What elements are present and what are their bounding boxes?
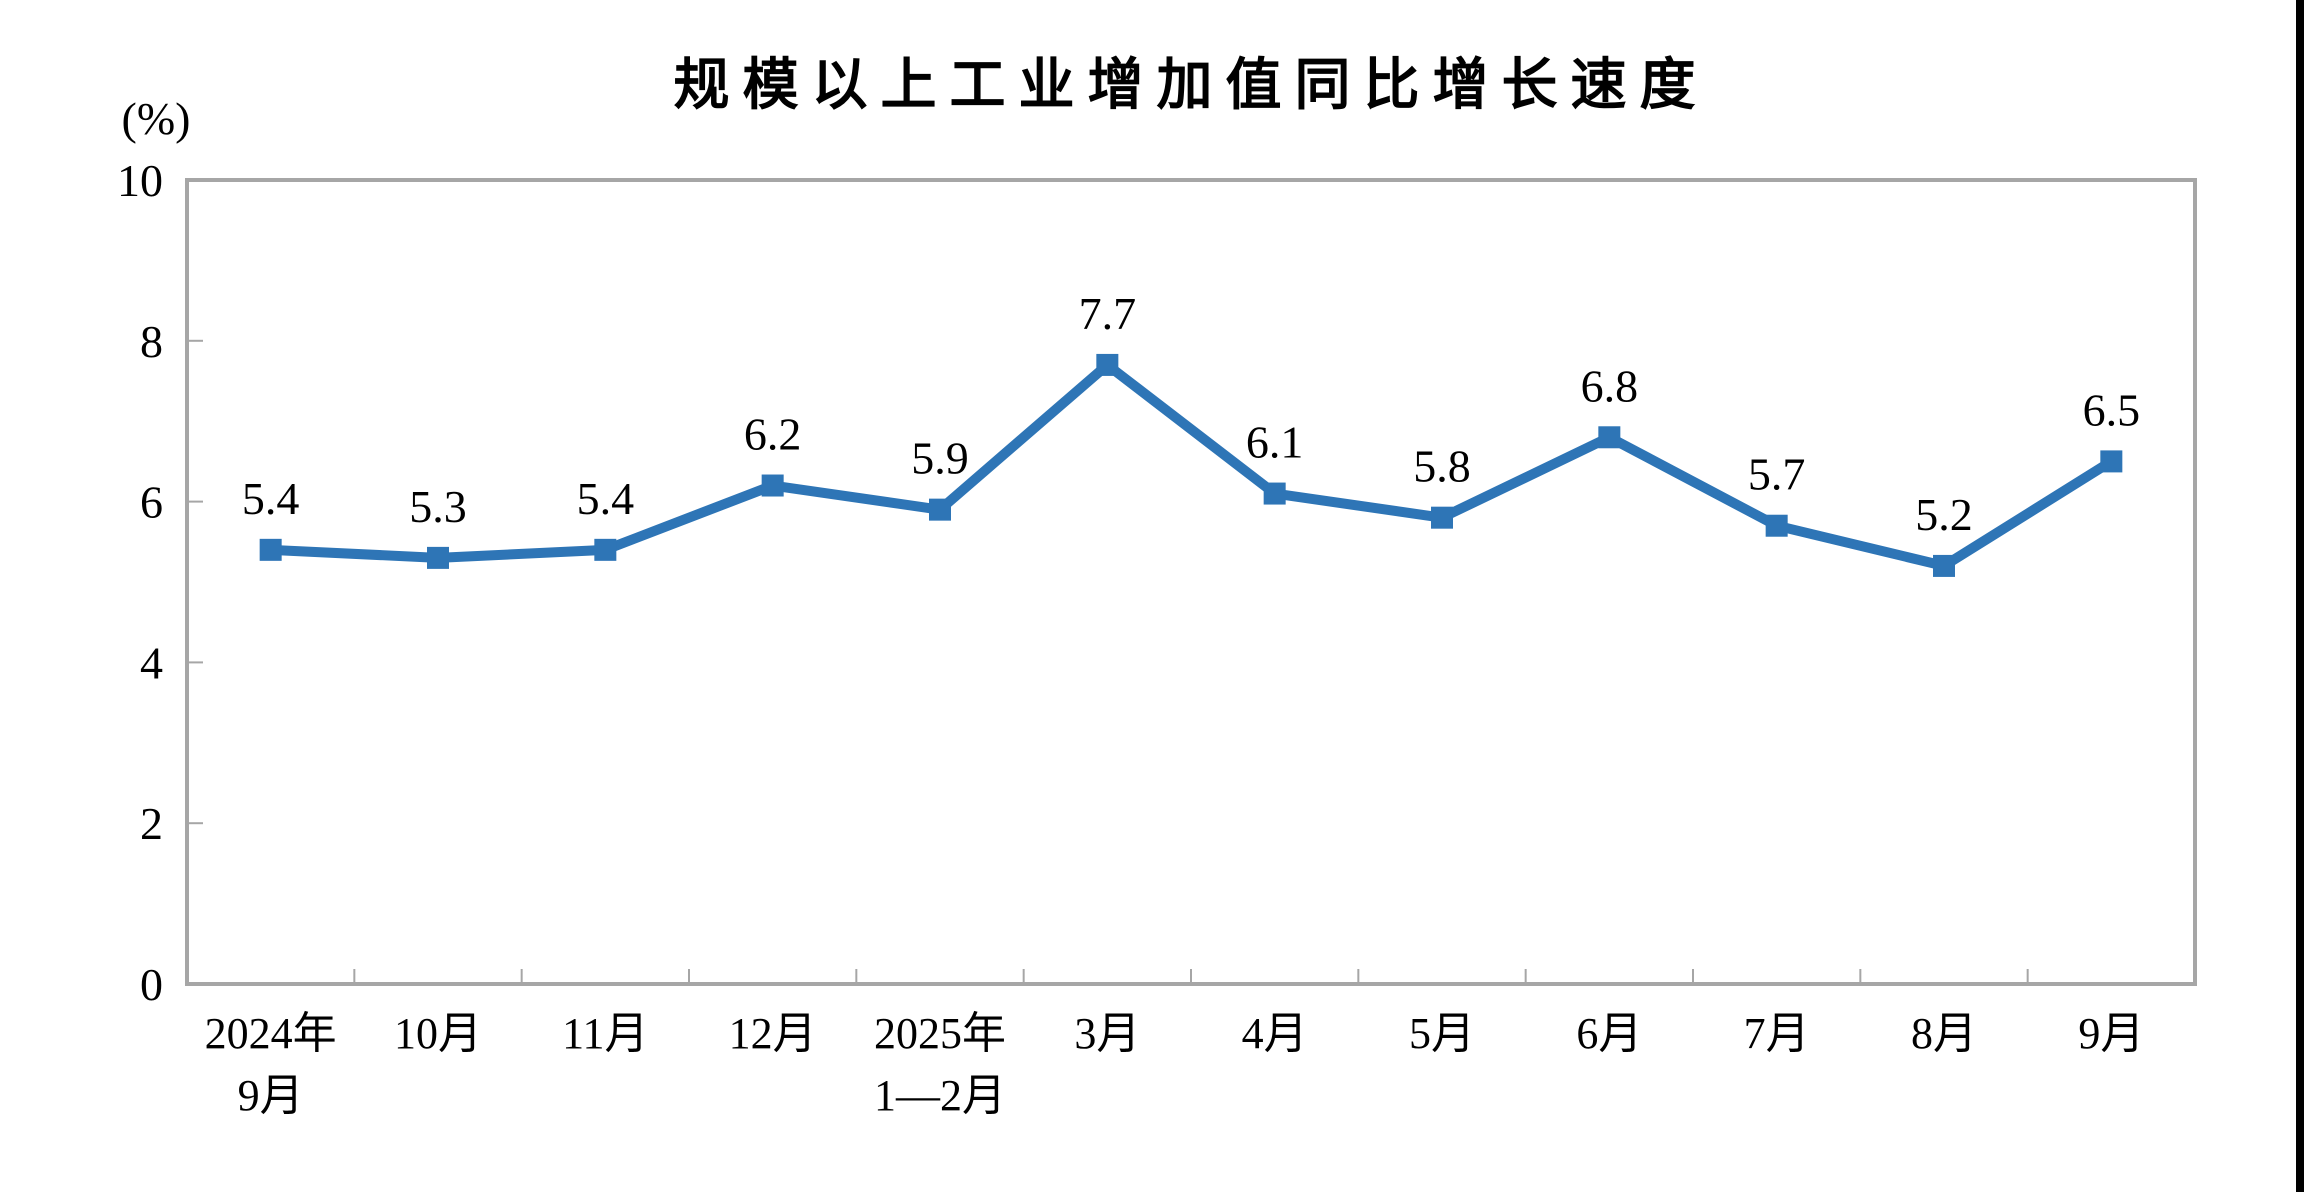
x-axis-category-label: 3月	[1074, 1009, 1140, 1058]
y-axis-tick-label: 2	[140, 798, 163, 849]
data-point-marker	[1431, 506, 1453, 529]
x-axis-category-label: 10月	[394, 1009, 482, 1058]
data-point-marker	[594, 538, 617, 561]
x-axis-category-label: 7月	[1744, 1009, 1810, 1058]
y-axis-tick-label: 4	[140, 637, 163, 688]
data-point-marker	[427, 546, 449, 569]
data-point-marker	[1933, 554, 1955, 577]
data-point-marker	[1263, 482, 1286, 505]
data-point-label: 5.9	[911, 433, 969, 484]
data-point-label: 5.3	[409, 481, 467, 532]
data-point-label: 5.4	[242, 473, 300, 524]
data-point-label: 7.7	[1079, 288, 1137, 339]
data-point-marker	[761, 474, 784, 497]
data-point-label: 5.4	[577, 473, 635, 524]
chart-title: 规模以上工业增加值同比增长速度	[673, 53, 1709, 116]
x-axis-category-label: 9月	[2078, 1009, 2144, 1058]
y-axis-tick-label: 6	[140, 477, 163, 528]
y-axis-unit-label: (%)	[121, 93, 191, 144]
y-axis-tick-label: 0	[140, 959, 163, 1010]
window-right-edge-bar	[2296, 0, 2304, 1192]
data-point-marker	[1096, 353, 1119, 376]
data-point-marker	[1598, 426, 1621, 449]
x-axis-category-label: 9月	[238, 1071, 304, 1120]
data-point-marker	[259, 538, 282, 561]
x-axis-category-label: 2024年	[205, 1009, 337, 1058]
x-axis-category-label: 11月	[562, 1009, 648, 1058]
x-axis-category-label: 1—2月	[874, 1071, 1006, 1120]
y-axis-tick-label: 10	[117, 155, 163, 206]
data-point-marker	[929, 498, 951, 521]
x-axis-category-label: 2025年	[874, 1009, 1006, 1058]
data-point-label: 6.8	[1581, 360, 1639, 411]
data-point-marker	[1765, 514, 1788, 537]
x-axis-category-label: 6月	[1576, 1009, 1642, 1058]
data-point-label: 6.5	[2083, 384, 2141, 435]
data-point-label: 6.2	[744, 409, 802, 460]
plot-area-border	[185, 178, 2197, 986]
y-axis-tick-label: 8	[140, 316, 163, 367]
data-point-label: 5.7	[1748, 449, 1806, 500]
data-point-label: 5.8	[1413, 441, 1471, 492]
data-line	[265, 359, 2117, 571]
x-axis-category-label: 12月	[729, 1009, 817, 1058]
x-axis-category-label: 8月	[1911, 1009, 1977, 1058]
x-axis-category-label: 5月	[1409, 1009, 1475, 1058]
data-point-marker	[2100, 450, 2123, 473]
data-point-label: 5.2	[1915, 489, 1973, 540]
data-point-label: 6.1	[1246, 417, 1304, 468]
x-axis-category-label: 4月	[1242, 1009, 1308, 1058]
